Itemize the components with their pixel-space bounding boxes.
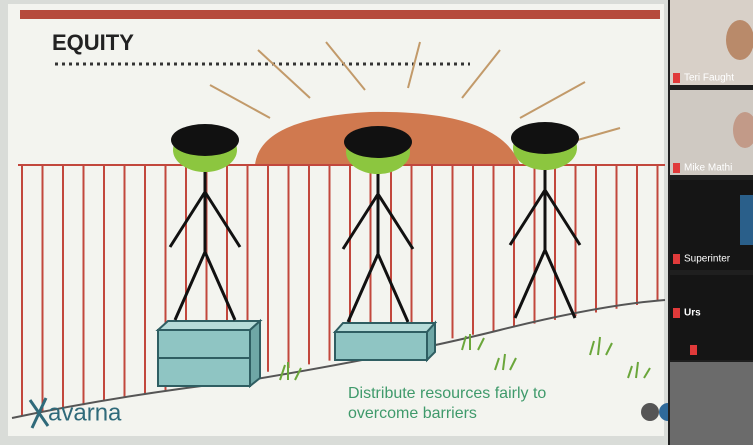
mic-muted-icon bbox=[673, 254, 680, 264]
page: {"slide": {"title": "EQUITY", "caption":… bbox=[0, 0, 753, 445]
hair bbox=[344, 126, 412, 158]
caption-line: overcome barriers bbox=[348, 405, 477, 422]
slide-title: EQUITY bbox=[52, 30, 134, 55]
participant-name: Urs bbox=[684, 308, 701, 319]
participant-name: Mike Mathi bbox=[684, 163, 732, 174]
participant-face bbox=[726, 20, 753, 60]
mic-muted-icon bbox=[690, 345, 697, 355]
video-tile bbox=[670, 275, 753, 360]
participant-name: Superinter bbox=[684, 254, 731, 265]
mic-muted-icon bbox=[673, 308, 680, 318]
hair bbox=[171, 124, 239, 156]
caption-line: Distribute resources fairly to bbox=[348, 385, 546, 402]
mic-muted-icon bbox=[673, 163, 680, 173]
mic-muted-icon bbox=[673, 73, 680, 83]
participant-image bbox=[740, 195, 753, 245]
video-tile bbox=[670, 362, 753, 445]
logo: avarna bbox=[48, 399, 122, 426]
screen: EQUITY Distribute resources fairly to ov… bbox=[0, 0, 753, 445]
participant-name: Teri Faught bbox=[684, 73, 734, 84]
hair bbox=[511, 122, 579, 154]
top-bar bbox=[20, 10, 660, 19]
